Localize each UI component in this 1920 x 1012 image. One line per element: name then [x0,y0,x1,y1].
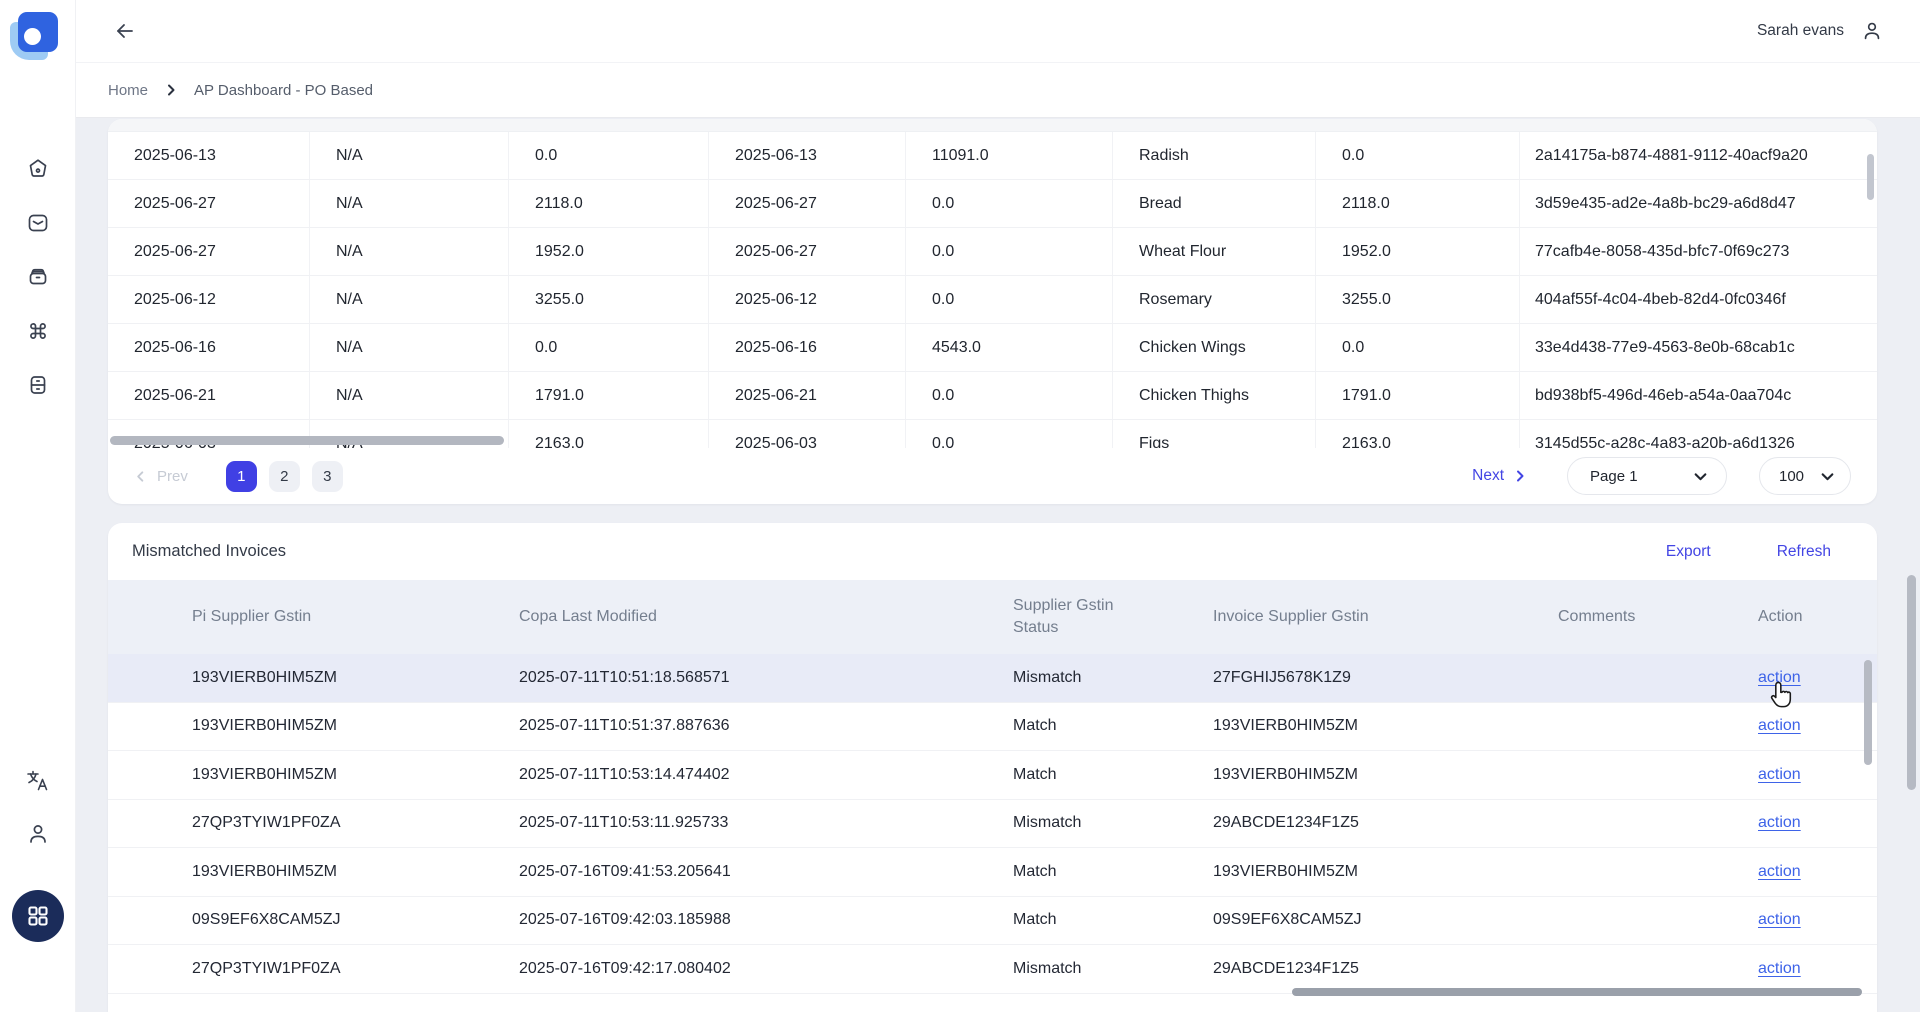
table-row[interactable]: 2025-06-13 N/A 0.0 2025-06-13 11091.0 Ra… [108,132,1877,180]
chevron-left-icon [134,470,147,483]
home-icon[interactable] [24,155,52,183]
table-row[interactable]: 2025-06-27 N/A 2118.0 2025-06-27 0.0 Bre… [108,180,1877,228]
table-row[interactable]: 27QP3TYIW1PF0ZA 2025-07-16T09:42:17.0804… [108,945,1877,994]
translate-icon[interactable] [24,767,52,795]
apps-grid-icon[interactable] [12,890,64,942]
page-size-dropdown[interactable]: 100 [1759,457,1851,495]
column-header-invoice-supplier-gstin: Invoice Supplier Gstin [1213,606,1558,628]
breadcrumb: Home AP Dashboard - PO Based [76,62,1920,117]
column-header-copa-last-modified: Copa Last Modified [519,606,1013,628]
chevron-right-icon [164,83,178,97]
horizontal-scrollbar-thumb[interactable] [1292,988,1862,996]
archive-icon[interactable] [24,263,52,291]
chevron-down-icon [1693,469,1708,484]
table-row[interactable]: 2025-06-12 N/A 3255.0 2025-06-12 0.0 Ros… [108,276,1877,324]
user-profile-icon[interactable] [1858,17,1886,45]
vertical-scrollbar-thumb[interactable] [1864,660,1872,765]
table-row[interactable]: 27QP3TYIW1PF0ZA 2025-07-11T10:53:11.9257… [108,800,1877,849]
chevron-down-icon [1820,469,1835,484]
cards-icon[interactable] [24,371,52,399]
command-icon[interactable] [24,317,52,345]
action-link[interactable]: action [1758,863,1801,880]
page-select-dropdown[interactable]: Page 1 [1567,457,1727,495]
column-header-comments: Comments [1558,606,1758,628]
action-link[interactable]: action [1758,911,1801,928]
pagination: Prev 1 2 3 Next Page 1 100 [108,448,1877,504]
po-table-card: 2025-06-13 N/A 0.0 2025-06-13 11091.0 Ra… [108,119,1877,504]
chevron-right-icon [1513,469,1527,483]
back-arrow-icon[interactable] [110,16,140,46]
prev-button[interactable]: Prev [134,468,188,485]
breadcrumb-home-link[interactable]: Home [108,82,148,99]
profile-icon[interactable] [24,820,52,848]
next-button[interactable]: Next [1472,467,1527,485]
action-link[interactable]: action [1758,960,1801,977]
page-button-1[interactable]: 1 [226,461,257,492]
mismatched-invoices-card: Mismatched Invoices Export Refresh Pi Su… [108,523,1877,1012]
user-name: Sarah evans [1757,22,1844,40]
page-button-2[interactable]: 2 [269,461,300,492]
horizontal-scrollbar-thumb[interactable] [110,436,504,445]
table-row[interactable]: 09S9EF6X8CAM5ZJ 2025-07-16T09:42:03.1859… [108,897,1877,946]
table-row[interactable]: 2025-06-16 N/A 0.0 2025-06-16 4543.0 Chi… [108,324,1877,372]
table-row[interactable]: 193VIERB0HIM5ZM 2025-07-16T09:41:53.2056… [108,848,1877,897]
breadcrumb-current: AP Dashboard - PO Based [194,82,373,99]
column-header-supplier-gstin-status: Supplier Gstin Status [1013,595,1173,639]
refresh-button[interactable]: Refresh [1777,543,1831,561]
table-row[interactable]: 193VIERB0HIM5ZM 2025-07-11T10:51:37.8876… [108,703,1877,752]
po-table-header-remnant [108,119,1877,132]
table-row[interactable]: 2025-06-21 N/A 1791.0 2025-06-21 0.0 Chi… [108,372,1877,420]
action-link[interactable]: action [1758,766,1801,783]
page-button-3[interactable]: 3 [312,461,343,492]
sidebar [0,0,76,1012]
mismatched-table-body: 193VIERB0HIM5ZM 2025-07-11T10:51:18.5685… [108,654,1877,994]
top-bar: Sarah evans [76,0,1920,62]
table-row[interactable]: 193VIERB0HIM5ZM 2025-07-11T10:51:18.5685… [108,654,1877,703]
export-button[interactable]: Export [1666,543,1711,561]
action-link[interactable]: action [1758,814,1801,831]
action-link[interactable]: action [1758,717,1801,734]
page-vertical-scrollbar-thumb[interactable] [1907,575,1916,790]
column-header-pi-supplier-gstin: Pi Supplier Gstin [192,606,519,628]
mail-icon[interactable] [24,209,52,237]
table-row[interactable]: 2025-06-27 N/A 1952.0 2025-06-27 0.0 Whe… [108,228,1877,276]
column-header-action: Action [1758,606,1877,628]
po-table: 2025-06-13 N/A 0.0 2025-06-13 11091.0 Ra… [108,132,1877,448]
section-title: Mismatched Invoices [132,542,286,561]
po-table-body: 2025-06-13 N/A 0.0 2025-06-13 11091.0 Ra… [108,132,1877,448]
action-link[interactable]: action [1758,669,1801,686]
vertical-scrollbar-thumb[interactable] [1867,154,1874,200]
main-content: 2025-06-13 N/A 0.0 2025-06-13 11091.0 Ra… [76,117,1920,1012]
table-row[interactable]: 193VIERB0HIM5ZM 2025-07-11T10:53:14.4744… [108,751,1877,800]
mismatched-table-header: Pi Supplier Gstin Copa Last Modified Sup… [108,580,1877,654]
app-logo[interactable] [10,12,58,60]
